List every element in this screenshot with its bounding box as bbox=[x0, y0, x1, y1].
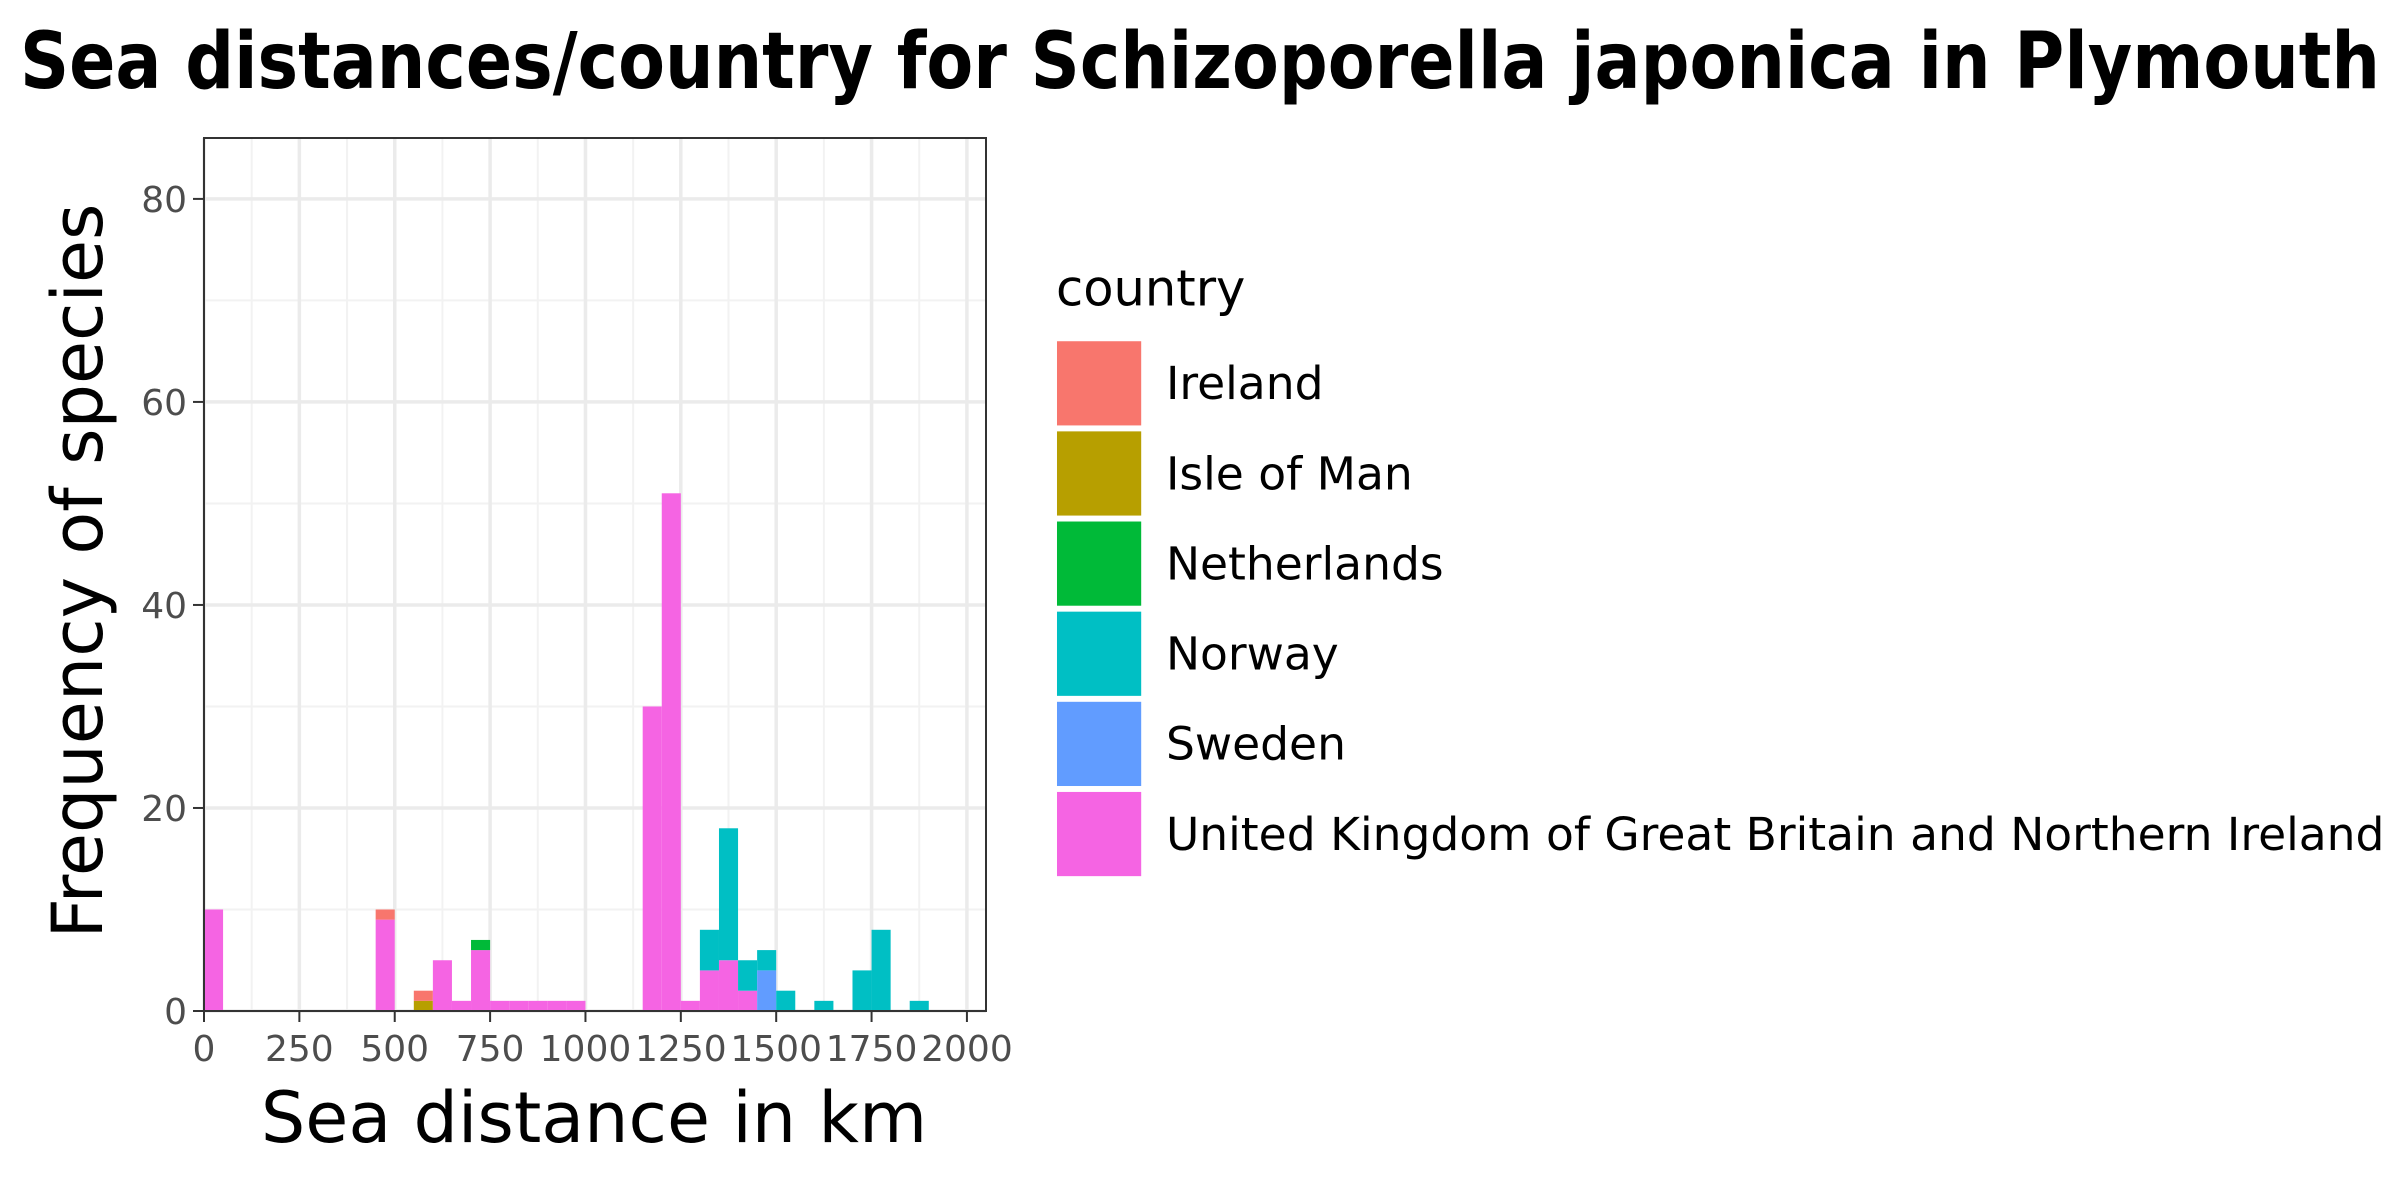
histogram-bar bbox=[413, 990, 433, 1001]
x-tick-label: 2000 bbox=[921, 1029, 1013, 1070]
legend-label: United Kingdom of Great Britain and Nort… bbox=[1166, 808, 2384, 861]
histogram-bar bbox=[375, 909, 395, 920]
histogram-bars bbox=[204, 493, 929, 1011]
histogram-bar bbox=[738, 960, 758, 991]
histogram-bar bbox=[528, 1000, 548, 1011]
legend-swatch bbox=[1056, 611, 1142, 696]
plot-panel-border bbox=[203, 137, 987, 1012]
x-tick-label: 750 bbox=[456, 1029, 525, 1070]
histogram-bar bbox=[451, 1000, 472, 1011]
y-axis: 0 20 40 60 80 bbox=[141, 180, 204, 1033]
legend-item: United Kingdom of Great Britain and Nort… bbox=[1056, 791, 2384, 877]
histogram-bar bbox=[642, 706, 662, 1011]
y-tick-label: 20 bbox=[141, 789, 187, 830]
legend-items: Ireland Isle of Man Netherlands Norway Swede… bbox=[1056, 341, 2384, 877]
x-tick-label: 1000 bbox=[540, 1029, 632, 1070]
y-tick-label: 40 bbox=[141, 586, 187, 627]
histogram-bar bbox=[718, 828, 739, 961]
x-tick-label: 0 bbox=[193, 1029, 216, 1070]
legend: country Ireland Isle of Man Netherlands Nor… bbox=[1056, 260, 2384, 877]
histogram-bar bbox=[566, 1000, 586, 1011]
legend-swatch bbox=[1056, 521, 1142, 606]
legend-item: Norway bbox=[1056, 611, 1339, 696]
histogram-bar bbox=[757, 970, 777, 1011]
x-tick-label: 1750 bbox=[826, 1029, 918, 1070]
histogram-bar bbox=[718, 960, 739, 1011]
x-tick-label: 500 bbox=[360, 1029, 429, 1070]
histogram-bar bbox=[680, 1000, 700, 1011]
legend-swatch bbox=[1056, 431, 1142, 516]
x-tick-label: 1250 bbox=[635, 1029, 727, 1070]
y-tick-label: 0 bbox=[164, 992, 187, 1033]
legend-item: Sweden bbox=[1056, 701, 1346, 787]
chart-title: Sea distances/country for Schizoporella … bbox=[20, 17, 2380, 107]
histogram-bar bbox=[204, 909, 224, 1011]
histogram-bar bbox=[738, 990, 758, 1011]
histogram-bar bbox=[490, 1000, 510, 1011]
histogram-bar bbox=[699, 970, 719, 1011]
histogram-bar bbox=[757, 950, 777, 971]
minor-gridlines bbox=[204, 138, 986, 1011]
histogram-bar bbox=[909, 1000, 929, 1011]
legend-label: Ireland bbox=[1166, 357, 1324, 410]
legend-item: Isle of Man bbox=[1056, 431, 1413, 516]
plot-panel-background bbox=[204, 138, 986, 1011]
histogram-bar bbox=[852, 970, 872, 1011]
y-axis-label: Frequency of species bbox=[37, 203, 119, 938]
legend-swatch bbox=[1056, 791, 1142, 877]
legend-swatch bbox=[1056, 341, 1142, 426]
legend-title: country bbox=[1056, 260, 1245, 318]
histogram-bar bbox=[413, 1000, 433, 1011]
histogram-bar bbox=[471, 939, 491, 951]
legend-label: Isle of Man bbox=[1166, 447, 1413, 500]
legend-label: Norway bbox=[1166, 628, 1339, 681]
x-axis: 0 250 500 750 1000 1250 1500 1750 2000 bbox=[193, 1011, 1013, 1070]
histogram-bar bbox=[776, 990, 796, 1011]
legend-item: Ireland bbox=[1056, 341, 1324, 426]
plot-panel bbox=[202, 137, 987, 1013]
histogram-bar bbox=[814, 1000, 834, 1011]
legend-label: Netherlands bbox=[1166, 537, 1444, 590]
x-axis-label: Sea distance in km bbox=[261, 1077, 927, 1159]
histogram-bar bbox=[661, 493, 681, 1011]
histogram-bar bbox=[547, 1000, 567, 1011]
x-tick-label: 1500 bbox=[730, 1029, 822, 1070]
y-tick-label: 60 bbox=[141, 383, 187, 424]
histogram-bar bbox=[375, 919, 395, 1011]
legend-item: Netherlands bbox=[1056, 521, 1444, 606]
legend-label: Sweden bbox=[1166, 718, 1346, 771]
histogram-bar bbox=[432, 960, 452, 1011]
histogram-bar bbox=[509, 1000, 529, 1011]
histogram-bar bbox=[471, 950, 491, 1011]
y-tick-label: 80 bbox=[141, 180, 187, 221]
histogram-bar bbox=[871, 929, 891, 1011]
histogram-bar bbox=[699, 929, 719, 971]
x-tick-label: 250 bbox=[265, 1029, 334, 1070]
legend-swatch bbox=[1056, 701, 1142, 787]
